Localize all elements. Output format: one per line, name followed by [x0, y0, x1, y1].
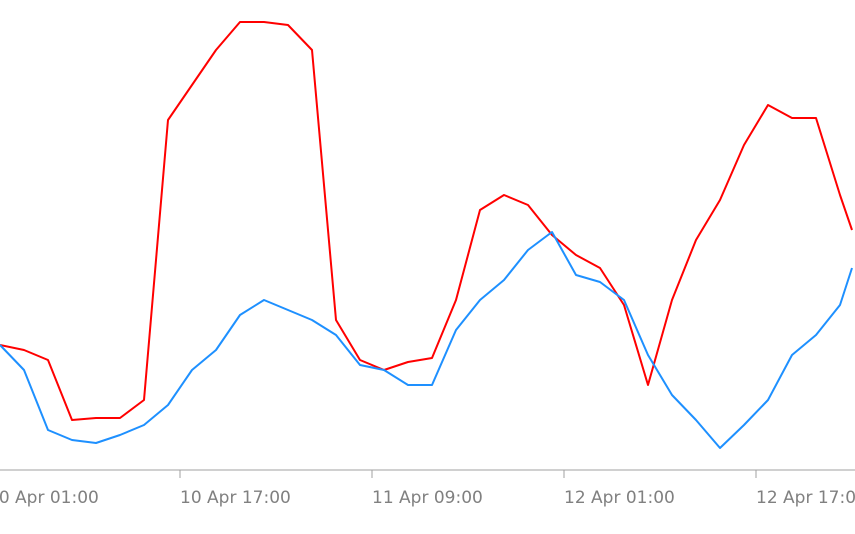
x-tick-label: 11 Apr 09:00	[372, 488, 483, 508]
x-tick-label: 12 Apr 01:00	[564, 488, 675, 508]
x-tick-label: 12 Apr 17:00	[756, 488, 855, 508]
series-line	[0, 21, 853, 421]
series-line	[0, 231, 853, 449]
x-tick-label: 10 Apr 17:00	[180, 488, 291, 508]
x-tick-label: 10 Apr 01:00	[0, 488, 99, 508]
